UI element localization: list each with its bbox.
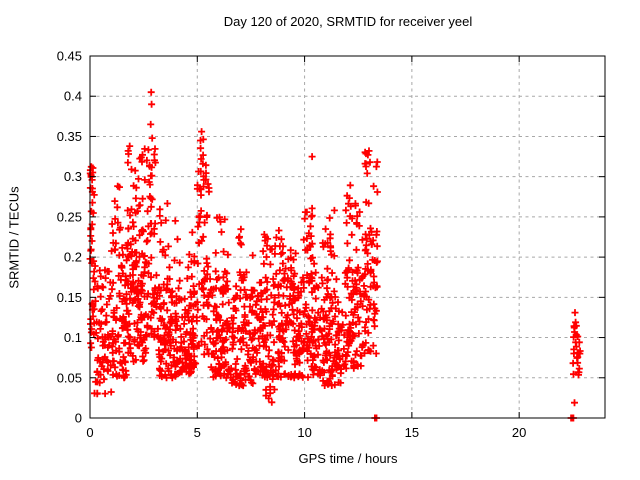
y-tick-label: 0.45 bbox=[57, 49, 82, 64]
x-axis-label: GPS time / hours bbox=[298, 451, 398, 466]
x-tick-label: 20 bbox=[512, 425, 526, 440]
x-tick-label: 10 bbox=[297, 425, 311, 440]
axis-box bbox=[89, 55, 606, 419]
scatter-points bbox=[86, 88, 584, 422]
y-tick-label: 0.1 bbox=[64, 330, 82, 345]
y-tick-label: 0.35 bbox=[57, 129, 82, 144]
y-tick-label: 0.4 bbox=[64, 89, 82, 104]
y-tick-label: 0.25 bbox=[57, 209, 82, 224]
y-tick-label: 0.05 bbox=[57, 370, 82, 385]
x-tick-label: 5 bbox=[194, 425, 201, 440]
y-tick-label: 0.2 bbox=[64, 250, 82, 265]
chart-title: Day 120 of 2020, SRMTID for receiver yee… bbox=[223, 14, 473, 29]
tick-labels: 0 5 10 15 20 0 0.05 0.1 0.15 0.2 0.25 0.3 0.35 0.4 0.4… bbox=[57, 49, 527, 441]
y-tick-label: 0 bbox=[75, 411, 82, 426]
x-tick-label: 0 bbox=[86, 425, 93, 440]
y-tick-label: 0.15 bbox=[57, 290, 82, 305]
y-tick-label: 0.3 bbox=[64, 169, 82, 184]
x-tick-label: 15 bbox=[405, 425, 419, 440]
